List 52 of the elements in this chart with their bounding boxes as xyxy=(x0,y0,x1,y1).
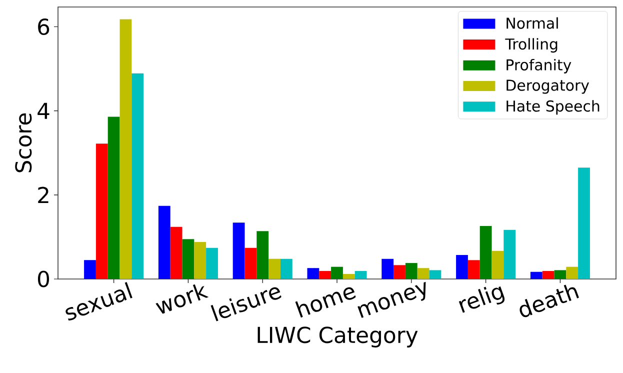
bar xyxy=(84,260,96,279)
y-tick-label: 6 xyxy=(38,18,50,36)
x-tick-label: relig xyxy=(458,286,505,313)
bar xyxy=(132,73,144,279)
bar xyxy=(232,222,245,279)
bar xyxy=(554,270,566,279)
bar xyxy=(170,226,182,279)
bar xyxy=(578,168,590,279)
bar xyxy=(319,271,332,279)
y-tick-label: 2 xyxy=(38,186,48,204)
bar xyxy=(108,116,120,279)
bar xyxy=(417,268,430,279)
x-tick-label: home xyxy=(295,287,356,318)
x-tick-label: leisure xyxy=(210,287,282,322)
bar xyxy=(480,226,492,279)
bar xyxy=(394,265,406,279)
bar xyxy=(268,258,280,279)
bar xyxy=(456,255,468,279)
bar xyxy=(206,248,218,279)
bar xyxy=(96,144,108,279)
bar xyxy=(244,248,257,279)
bar xyxy=(530,272,542,279)
y-tick-label: 4 xyxy=(38,102,50,119)
bar xyxy=(354,271,367,279)
bar xyxy=(504,230,516,279)
bar xyxy=(468,260,480,279)
x-tick-label: work xyxy=(156,284,209,314)
bar xyxy=(382,258,394,279)
y-axis-title: Score xyxy=(15,113,32,172)
bar xyxy=(158,206,170,279)
bar xyxy=(566,266,578,279)
bar xyxy=(492,250,504,279)
legend-label: Normal xyxy=(506,17,558,29)
x-axis-title: LIWC Category xyxy=(258,326,418,348)
y-tick-label: 0 xyxy=(38,270,50,288)
bar xyxy=(280,258,292,279)
bar xyxy=(120,19,132,279)
bar xyxy=(256,231,269,279)
bar xyxy=(429,270,442,279)
bar xyxy=(342,274,355,279)
bar xyxy=(542,271,554,279)
bar xyxy=(307,268,320,279)
bar xyxy=(182,239,194,279)
legend-label: Hate Speech xyxy=(506,100,600,115)
legend-label: Trolling xyxy=(505,38,558,53)
x-tick-label: death xyxy=(520,284,579,318)
bar xyxy=(331,266,343,279)
legend-label: Profanity xyxy=(506,58,572,74)
x-tick-label: money xyxy=(358,282,426,318)
legend-label: Derogatory xyxy=(506,80,590,94)
bar xyxy=(194,242,206,279)
bar xyxy=(405,263,418,279)
